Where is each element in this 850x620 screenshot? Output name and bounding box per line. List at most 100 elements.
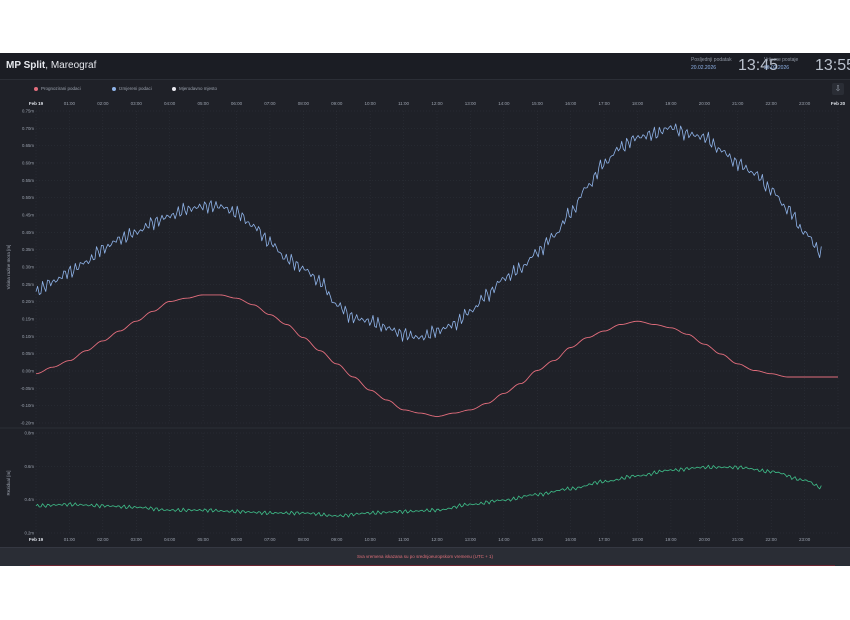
y-axis-label: Rezidual [m] [6,470,11,495]
x-tick-label: 15:00 [532,537,544,542]
x-tick-label: 06:00 [231,537,243,542]
x-tick-label: 19:00 [665,537,677,542]
x-tick-label: 05:00 [197,537,209,542]
x-tick-label: 13:00 [465,537,477,542]
y-tick-label: -0.05m [21,386,35,391]
y-tick-label: 0.15m [22,317,34,322]
x-tick-label: 10:00 [365,101,377,106]
y-tick-label: 0.50m [22,195,34,200]
x-tick-label: 22:00 [766,101,778,106]
y-tick-label: 0.55m [22,178,34,183]
x-tick-label: 12:00 [431,537,443,542]
footer-accent-line [30,565,835,566]
station-time-time: 13:55 [815,57,850,74]
y-tick-label: 0.00m [22,369,34,374]
residual-line [35,464,822,518]
x-tick-label: 03:00 [131,537,143,542]
x-tick-label: 11:00 [398,537,409,542]
x-tick-label: 02:00 [97,101,109,106]
x-tick-label: 23:00 [799,101,811,106]
legend-label-measured: Izmjereni podaci [119,86,152,91]
header-bar: MP Split, Mareograf Posljednji podatak 2… [0,53,850,80]
x-tick-label: 16:00 [565,101,577,106]
y-tick-label: 0.20m [22,299,34,304]
y-tick-label: 0.45m [22,213,34,218]
x-tick-label: 23:00 [799,537,811,542]
x-tick-label: 15:00 [532,101,544,106]
x-tick-label: 07:00 [264,537,276,542]
x-tick-label: Feb 19 [29,537,44,542]
x-tick-label: 20:00 [699,537,711,542]
chart-legend: Prognozirani podaci Izmjereni podaci Mje… [0,86,850,94]
x-tick-label: 05:00 [197,101,209,106]
y-tick-label: 0.6m [24,464,34,469]
x-tick-label: 04:00 [164,101,176,106]
x-tick-label: 17:00 [598,101,610,106]
last-data-date: 20.02.2026 [691,65,717,71]
x-tick-label: 13:00 [465,101,477,106]
last-data-label: Posljednji podatak [691,57,732,63]
y-tick-label: 0.8m [24,431,34,436]
legend-item-forecast[interactable]: Prognozirani podaci [34,86,81,91]
x-tick-label: Feb 20 [831,101,846,106]
y-axis-label: Visina razine mora [m] [6,245,11,290]
mareograf-app: MP Split, Mareograf Posljednji podatak 2… [0,53,850,566]
last-data-stamp: Posljednji podatak 20.02.2026 [691,57,732,71]
station-name: MP Split [6,60,46,71]
x-tick-label: 21:00 [732,537,744,542]
download-button[interactable]: ⇩ [832,83,844,95]
x-tick-label: 10:00 [365,537,377,542]
legend-item-reference[interactable]: Mjerodavno mjesto [172,86,217,91]
x-tick-label: 03:00 [131,101,143,106]
footer-bar: Sva vremena iskazana su po srednjoeurops… [0,547,850,566]
sea-level-panel: Feb 19 01:00 02:00 03:00 04:00 05:00 06:00 07:0… [6,101,846,426]
measured-line [35,123,822,342]
station-time-label: Vrijeme postaje [764,57,799,63]
legend-label-forecast: Prognozirani podaci [41,86,81,91]
y-tick-label: 0.75m [22,109,34,114]
page-title: MP Split, Mareograf [6,60,96,71]
x-tick-label: 14:00 [498,537,510,542]
x-tick-label: 04:00 [164,537,176,542]
x-tick-label: 09:00 [331,101,343,106]
x-tick-label: 18:00 [632,101,644,106]
x-tick-label: 16:00 [565,537,577,542]
station-type: , Mareograf [45,60,97,71]
x-tick-label: 11:00 [398,101,409,106]
last-data-time: 13:45 [738,57,779,74]
residual-panel: Feb 19 01:00 02:00 03:00 04:00 05:00 06:00 07:0… [6,431,838,542]
x-tick-label: 07:00 [264,101,276,106]
x-tick-label: 08:00 [298,537,310,542]
station-time-stamp: Vrijeme postaje 20.02.2026 [764,57,798,71]
x-tick-label: 21:00 [732,101,744,106]
y-tick-label: 0.35m [22,247,34,252]
timezone-note: Sva vremena iskazana su po srednjoeurops… [357,554,493,559]
x-tick-label: 01:00 [64,101,76,106]
y-tick-label: 0.25m [22,282,34,287]
y-tick-label: 0.70m [22,126,34,131]
x-tick-label: 06:00 [231,101,243,106]
legend-dot-forecast [34,86,38,91]
y-tick-label: 0.40m [22,230,34,235]
x-tick-label: 01:00 [64,537,76,542]
legend-dot-reference [172,86,176,91]
x-tick-label: 19:00 [665,101,677,106]
y-tick-label: 0.2m [24,531,34,536]
legend-item-measured[interactable]: Izmjereni podaci [112,86,152,91]
x-tick-label: 20:00 [699,101,711,106]
x-tick-label: 22:00 [766,537,778,542]
forecast-line [35,294,838,417]
x-tick-label: 02:00 [97,537,109,542]
x-tick-label: 08:00 [298,101,310,106]
download-icon: ⇩ [834,84,842,93]
legend-dot-measured [112,86,116,91]
y-tick-label: 0.4m [24,497,34,502]
x-tick-label: Feb 19 [29,101,44,106]
y-tick-label: 0.30m [22,265,34,270]
x-tick-label: 09:00 [331,537,343,542]
x-tick-label: 12:00 [431,101,443,106]
x-tick-label: 18:00 [632,537,644,542]
y-tick-label: 0.65m [22,143,34,148]
x-tick-label: 17:00 [598,537,610,542]
y-tick-label: 0.10m [22,334,34,339]
